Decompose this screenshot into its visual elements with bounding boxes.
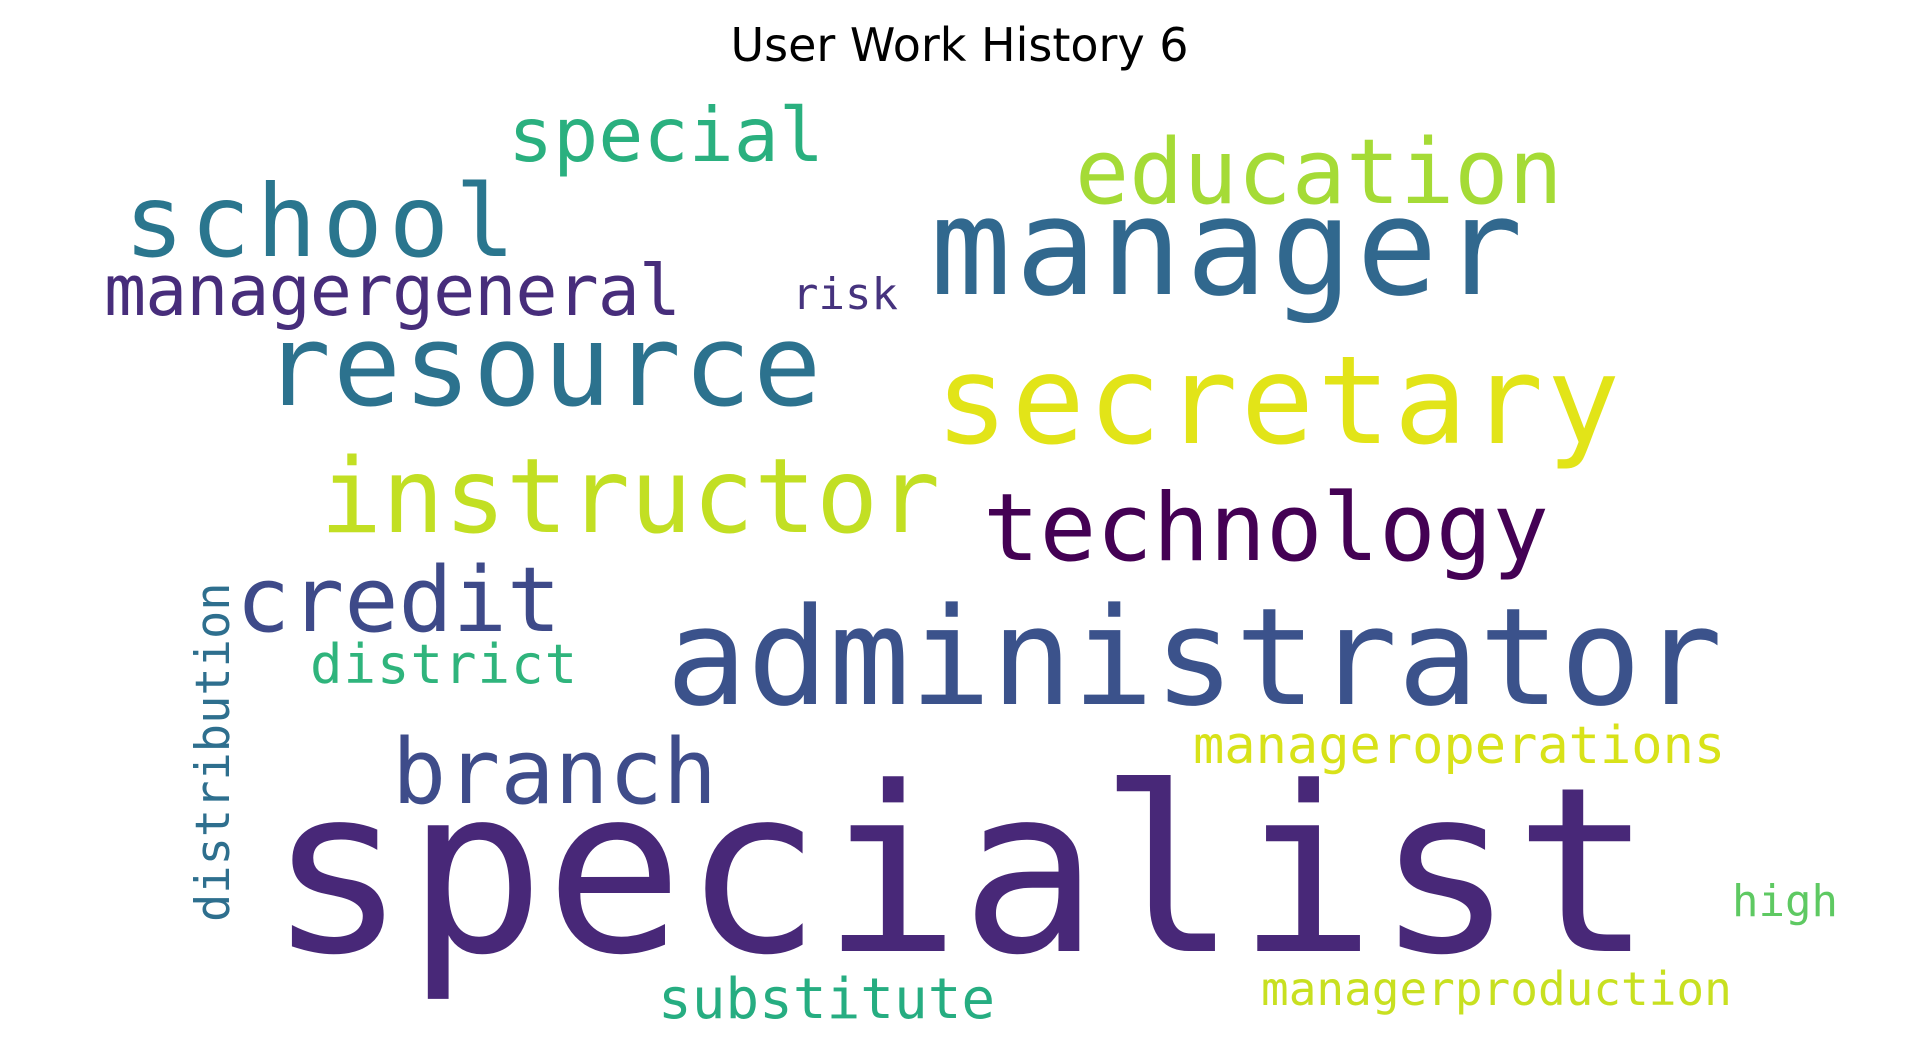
word-manageroperations: manageroperations (1193, 716, 1726, 776)
word-district: district (310, 633, 579, 696)
word-managergeneral: managergeneral (104, 250, 681, 332)
word-distribution: distribution (186, 582, 241, 922)
word-secretary: secretary (935, 330, 1624, 472)
word-school: school (124, 163, 522, 280)
word-special: special (508, 91, 825, 179)
word-branch: branch (392, 720, 718, 825)
word-instructor: instructor (320, 437, 941, 557)
word-technology: technology (983, 474, 1549, 583)
chart-title: User Work History 6 (730, 18, 1189, 72)
word-manager: manager (930, 169, 1527, 326)
word-managerproduction: managerproduction (1261, 962, 1732, 1016)
word-education: education (1075, 120, 1563, 225)
word-high: high (1732, 876, 1838, 927)
word-credit: credit (236, 548, 562, 653)
word-resource: resource (263, 300, 824, 432)
word-risk: risk (792, 269, 898, 320)
word-specialist: specialist (268, 739, 1653, 1006)
word-administrator: administrator (666, 579, 1723, 736)
word-substitute: substitute (658, 967, 996, 1032)
